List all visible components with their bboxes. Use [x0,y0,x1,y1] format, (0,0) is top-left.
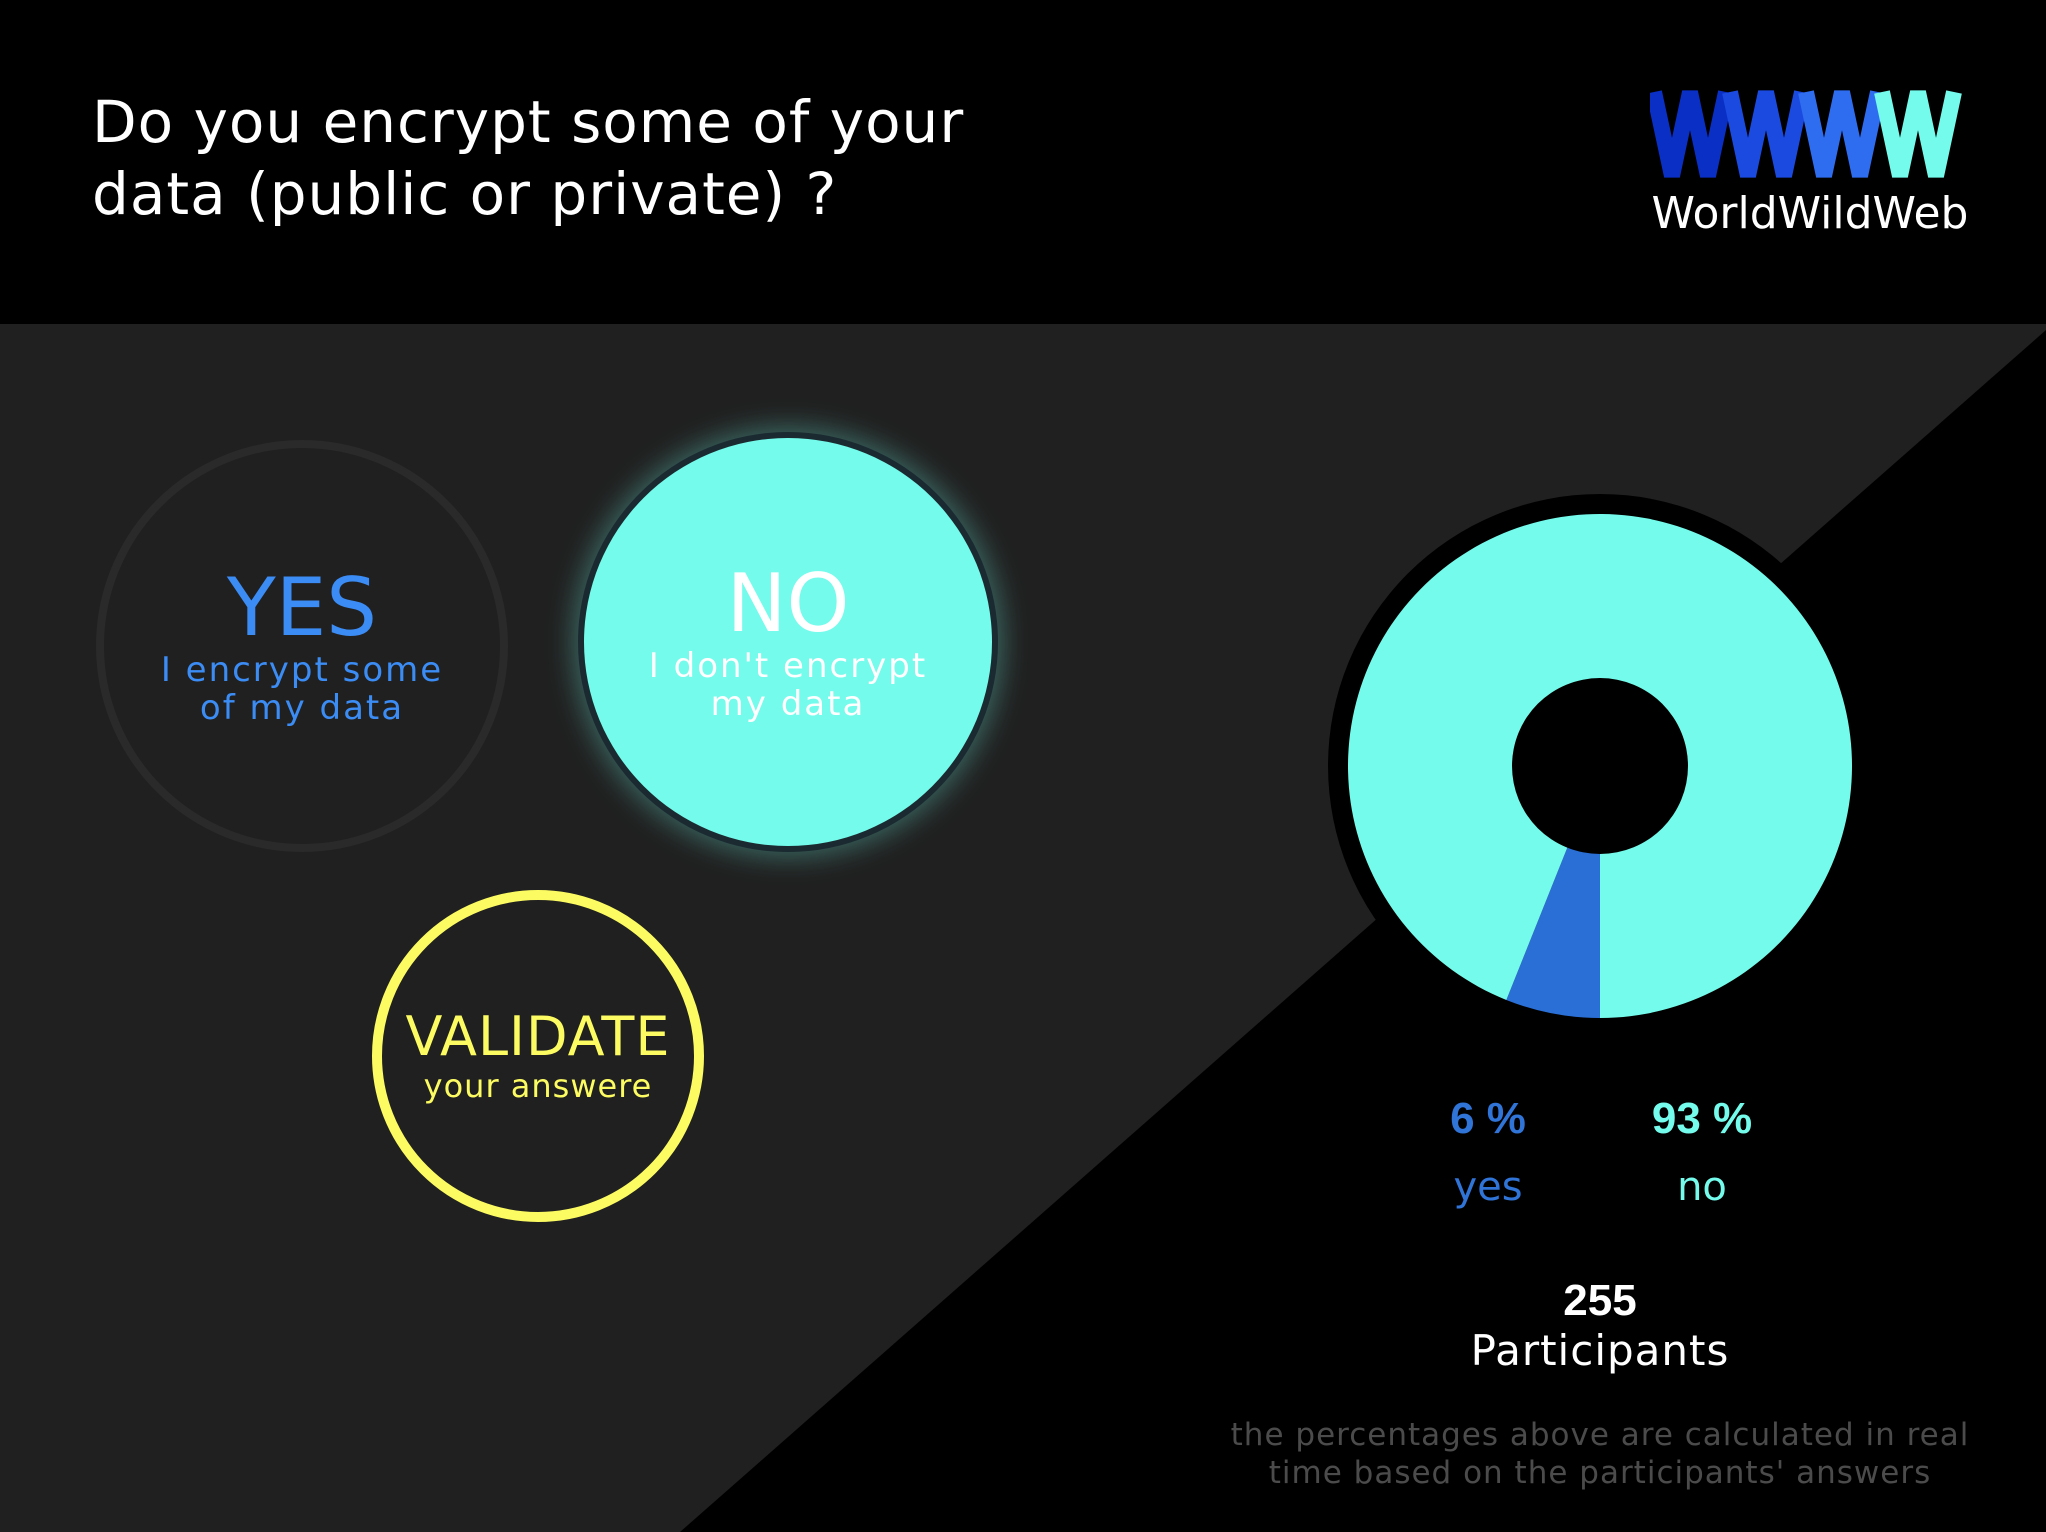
no-option-button[interactable]: NO I don't encrypt my data [584,438,992,846]
no-option-sub-1: I don't encrypt [648,646,928,686]
yes-label: yes [1453,1164,1523,1210]
no-percentage: 93 % [1651,1094,1753,1143]
yes-option-title: YES [226,561,378,654]
question-line-1: Do you encrypt some of your [92,88,965,156]
donut-hole [1512,678,1688,854]
validate-sub: your answere [423,1067,653,1105]
question-line-2: data (public or private) ? [92,160,838,228]
validate-title: VALIDATE [405,1005,671,1068]
validate-button[interactable]: VALIDATE your answere [372,890,704,1222]
results-donut-chart [1328,494,1872,1038]
participants-label: Participants [1470,1326,1730,1375]
yes-percentage: 6 % [1450,1094,1526,1143]
no-option-sub-2: my data [710,684,866,724]
yes-option-button[interactable]: YES I encrypt some of my data [96,440,508,852]
footnote-line-2: time based on the participants' answers [1268,1455,1932,1491]
footnote-line-1: the percentages above are calculated in … [1230,1417,1970,1453]
question-title: Do you encrypt some of your data (public… [92,86,992,230]
yes-option-sub-2: of my data [199,688,405,728]
www-logo-icon [1650,90,1962,178]
brand-name: WorldWildWeb [1651,188,1969,239]
yes-option-sub-1: I encrypt some [160,650,444,690]
no-option-title: NO [726,557,850,650]
footnote: the percentages above are calculated in … [1220,1416,1980,1492]
no-label: no [1677,1164,1727,1210]
participants-count: 255 [1563,1276,1637,1325]
